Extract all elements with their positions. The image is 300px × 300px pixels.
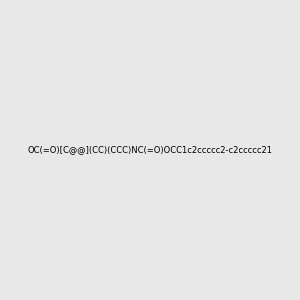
- Text: OC(=O)[C@@](CC)(CCC)NC(=O)OCC1c2ccccc2-c2ccccc21: OC(=O)[C@@](CC)(CCC)NC(=O)OCC1c2ccccc2-c…: [28, 146, 272, 154]
